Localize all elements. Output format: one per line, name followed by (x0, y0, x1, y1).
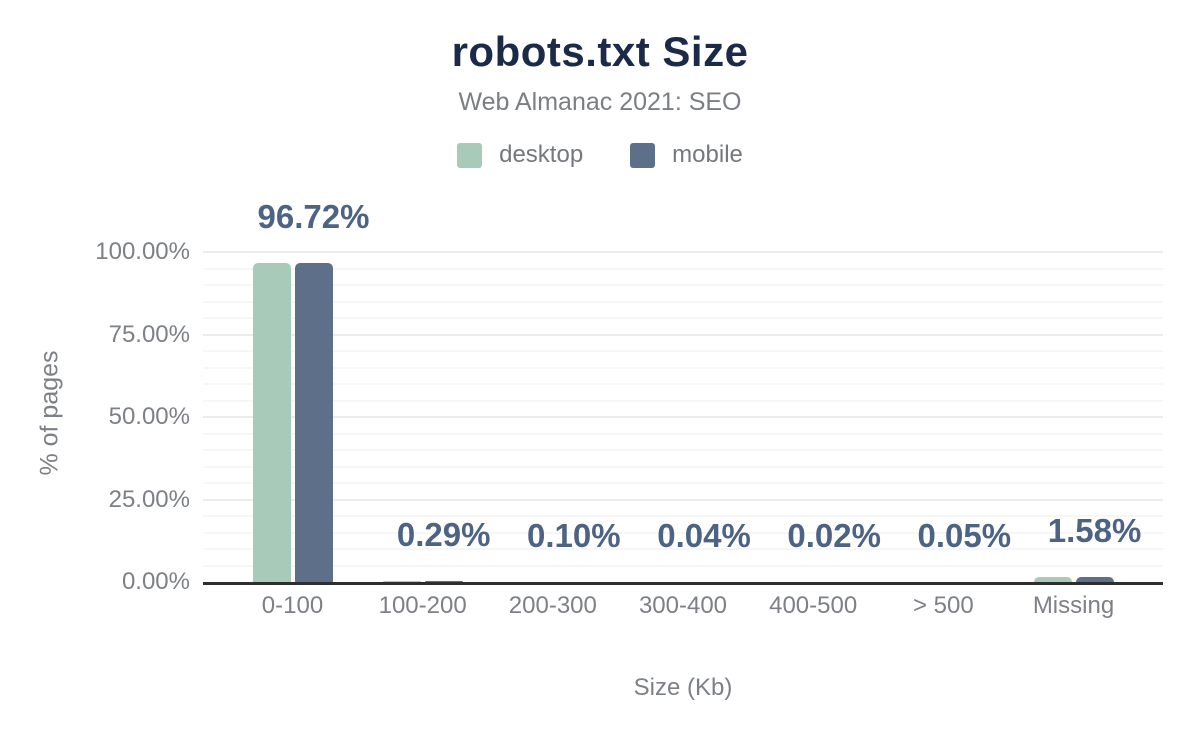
bar-desktop (1033, 577, 1072, 582)
x-tick-label: 400-500 (769, 592, 858, 619)
value-label: 0.29% (396, 516, 491, 553)
gridline-minor (203, 300, 1163, 303)
bar-mobile (1075, 576, 1114, 582)
x-tick-label: Missing (1032, 592, 1115, 619)
gridline-minor (203, 548, 1163, 550)
legend-swatch-desktop (457, 142, 483, 168)
y-tick-label: 25.00% (108, 485, 190, 513)
x-tick-label: > 500 (912, 592, 974, 619)
y-tick-label: 0.00% (121, 568, 190, 595)
x-tick-label: 100-200 (378, 592, 467, 619)
legend-swatch-mobile (630, 142, 656, 168)
value-label: 96.72% (257, 197, 370, 235)
gridline-major (203, 251, 1163, 253)
x-axis-line (203, 582, 1163, 585)
legend-label-desktop: desktop (499, 141, 584, 168)
value-label: 0.02% (787, 516, 881, 554)
gridline-minor (203, 564, 1163, 567)
gridline-major (203, 498, 1163, 501)
gridline-minor (203, 317, 1163, 319)
chart-title: robots.txt Size (451, 28, 749, 75)
legend-item-mobile: mobile (630, 141, 743, 169)
gridline-minor (203, 449, 1163, 451)
gridline-minor (203, 515, 1163, 517)
value-label: 0.04% (657, 516, 751, 554)
legend-label-mobile: mobile (672, 141, 743, 168)
gridline-minor (203, 465, 1163, 468)
bar-mobile (294, 262, 333, 582)
y-axis-title: % of pages (35, 350, 64, 476)
bar-mobile (424, 581, 463, 582)
bar-desktop (382, 581, 421, 582)
value-label: 0.05% (917, 516, 1012, 554)
chart-subtitle: Web Almanac 2021: SEO (458, 88, 742, 116)
gridline-minor (203, 350, 1163, 352)
gridline-minor (203, 366, 1163, 369)
gridline-minor (203, 531, 1163, 534)
bar-desktop (252, 263, 291, 582)
gridline-minor (203, 267, 1163, 270)
value-label: 1.58% (1047, 511, 1142, 549)
x-tick-label: 200-300 (508, 592, 597, 619)
gridline-minor (203, 284, 1163, 286)
gridline-major (203, 416, 1163, 418)
legend: desktop mobile (0, 141, 1200, 169)
y-tick-label: 50.00% (108, 403, 190, 430)
y-tick-label: 100.00% (95, 238, 190, 265)
x-tick-label: 0-100 (261, 592, 324, 619)
gridline-minor (203, 432, 1163, 435)
x-axis-title: Size (Kb) (633, 674, 733, 701)
gridline-minor (203, 383, 1163, 385)
gridline-minor (203, 482, 1163, 484)
y-tick-label: 75.00% (108, 320, 190, 348)
gridline-major (203, 333, 1163, 336)
gridline-minor (203, 399, 1163, 402)
value-label: 0.10% (527, 516, 621, 554)
legend-item-desktop: desktop (457, 141, 583, 169)
x-tick-label: 300-400 (638, 592, 728, 619)
